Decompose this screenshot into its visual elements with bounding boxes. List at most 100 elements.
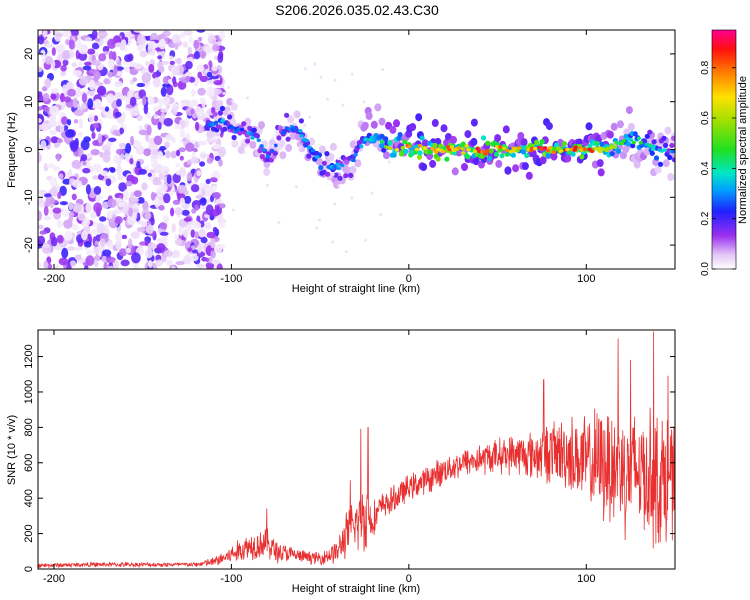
noise-blob: [49, 129, 57, 136]
ridge-blob: [340, 163, 345, 168]
ridge-blob: [353, 153, 358, 157]
ridge-blob: [389, 125, 397, 134]
x-tick-label: -200: [43, 273, 65, 285]
ridge-blob: [387, 146, 393, 150]
noise-blob: [62, 209, 70, 217]
noise-blob: [190, 156, 199, 164]
ridge-blob: [251, 127, 257, 133]
noise-blob: [38, 261, 42, 268]
ridge-blob: [259, 144, 264, 148]
ridge-blob: [351, 158, 356, 163]
snr-frame: [37, 329, 676, 570]
ridge-blob: [318, 165, 324, 171]
ridge-blob: [378, 117, 386, 126]
colorbar-tick-label: 0.6: [700, 111, 711, 125]
noise-blob: [143, 148, 152, 157]
noise-blob: [93, 186, 102, 195]
noise-blob: [197, 140, 207, 146]
noise-blob: [217, 53, 224, 63]
ridge-blob: [414, 147, 420, 152]
noise-blob: [160, 165, 170, 176]
ridge-blob: [525, 171, 533, 180]
noise-blob: [199, 50, 207, 59]
ridge-blob: [307, 145, 312, 150]
noise-blob: [196, 30, 206, 33]
noise-blob: [240, 140, 244, 144]
noise-blob: [68, 211, 75, 218]
ridge-blob: [250, 136, 255, 140]
ridge-blob: [615, 141, 621, 145]
noise-blob: [94, 99, 102, 108]
noise-blob: [65, 82, 72, 90]
noise-blob: [186, 172, 193, 182]
noise-blob: [129, 158, 134, 165]
ridge-blob: [374, 103, 382, 112]
noise-blob: [72, 202, 82, 213]
noise-blob: [190, 108, 195, 115]
noise-blob: [62, 84, 68, 94]
noise-blob: [105, 178, 112, 187]
noise-blob: [52, 207, 62, 214]
noise-blob: [313, 62, 317, 66]
noise-blob: [227, 86, 230, 89]
ridge-blob: [545, 122, 553, 131]
ridge-blob: [416, 154, 423, 160]
noise-blob: [172, 76, 177, 85]
ridge-blob: [231, 139, 239, 148]
noise-blob: [199, 161, 206, 167]
noise-blob: [98, 53, 107, 62]
noise-blob: [87, 48, 96, 55]
ridge-blob: [667, 173, 675, 181]
noise-blob: [212, 226, 218, 233]
noise-blob: [80, 103, 87, 110]
noise-blob: [82, 217, 91, 227]
ridge-blob: [579, 148, 584, 152]
noise-blob: [51, 47, 56, 56]
noise-blob: [101, 144, 111, 152]
snr-x-axis-label: Height of straight line (km): [292, 583, 420, 595]
noise-blob: [205, 257, 210, 262]
noise-blob: [91, 131, 96, 139]
ridge-blob: [550, 152, 558, 161]
ridge-blob: [230, 102, 238, 111]
noise-blob: [304, 67, 307, 71]
ridge-blob: [315, 157, 323, 166]
ridge-blob: [349, 165, 357, 174]
noise-blob: [129, 96, 137, 107]
ridge-blob: [415, 113, 423, 122]
ridge-blob: [254, 133, 260, 139]
noise-blob: [63, 96, 72, 103]
ridge-blob: [451, 167, 459, 176]
noise-blob: [166, 259, 173, 266]
noise-blob: [81, 230, 88, 241]
noise-blob: [156, 151, 164, 160]
noise-blob: [132, 261, 139, 269]
ridge-blob: [570, 151, 576, 157]
noise-blob: [181, 120, 186, 129]
noise-blob: [387, 160, 391, 164]
noise-blob: [170, 207, 175, 217]
ridge-blob: [276, 135, 282, 141]
noise-blob: [68, 215, 74, 223]
noise-blob: [114, 80, 123, 88]
noise-blob: [66, 119, 72, 126]
ridge-blob: [241, 121, 247, 127]
noise-blob: [57, 191, 62, 199]
ridge-blob: [450, 135, 457, 144]
noise-blob: [97, 133, 103, 144]
noise-blob: [207, 139, 217, 144]
y-tick-label: 1200: [23, 344, 35, 368]
ridge-blob: [403, 148, 409, 154]
noise-blob: [77, 132, 83, 138]
spectrogram-y-axis-label: Frequency (Hz): [6, 112, 18, 188]
ridge-blob: [485, 140, 491, 146]
ridge-blob: [657, 161, 664, 167]
noise-blob: [341, 103, 345, 107]
ridge-blob: [582, 147, 588, 152]
y-tick-label: -10: [23, 189, 35, 205]
noise-blob: [121, 234, 128, 240]
ridge-blob: [610, 122, 618, 131]
noise-blob: [179, 132, 186, 138]
noise-blob: [219, 30, 226, 40]
noise-blob: [44, 201, 50, 208]
